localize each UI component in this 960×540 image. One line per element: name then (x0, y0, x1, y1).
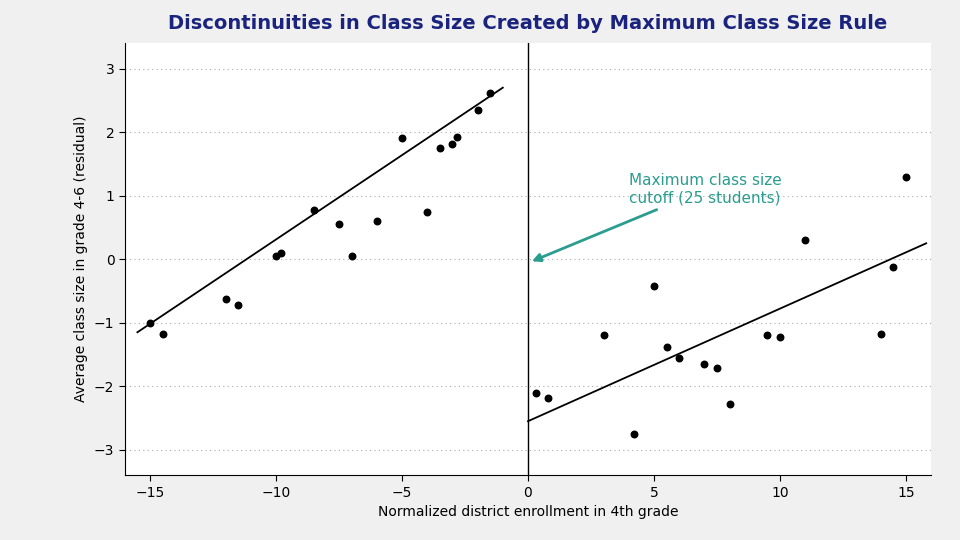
Point (449, 133, 465, 141)
Title: Discontinuities in Class Size Created by Maximum Class Size Rule: Discontinuities in Class Size Created by… (168, 15, 888, 33)
Point (269, 252, 284, 260)
Point (899, 172, 914, 181)
Point (646, 281, 661, 290)
Point (709, 364, 725, 373)
Point (874, 330, 889, 339)
Point (697, 360, 712, 368)
Point (528, 388, 543, 397)
Point (672, 353, 687, 362)
Point (142, 319, 157, 327)
Point (444, 139, 460, 148)
Point (218, 294, 233, 303)
Point (798, 236, 813, 245)
X-axis label: Normalized district enrollment in 4th grade: Normalized district enrollment in 4th gr… (377, 505, 679, 519)
Point (772, 333, 787, 341)
Point (659, 342, 674, 351)
Point (369, 217, 384, 225)
Point (626, 430, 641, 438)
Point (722, 400, 737, 408)
Point (886, 262, 901, 271)
Point (432, 144, 447, 152)
Text: Maximum class size
cutoff (25 students): Maximum class size cutoff (25 students) (535, 173, 781, 261)
Point (306, 205, 322, 214)
Point (540, 393, 556, 402)
Point (331, 219, 347, 228)
Point (230, 301, 246, 309)
Point (344, 252, 359, 260)
Point (274, 248, 289, 257)
Y-axis label: Average class size in grade 4-6 (residual): Average class size in grade 4-6 (residua… (74, 116, 88, 402)
Point (155, 330, 170, 339)
Point (420, 207, 435, 216)
Point (596, 331, 612, 340)
Point (483, 89, 498, 97)
Point (759, 331, 775, 340)
Point (395, 134, 410, 143)
Point (470, 106, 485, 114)
